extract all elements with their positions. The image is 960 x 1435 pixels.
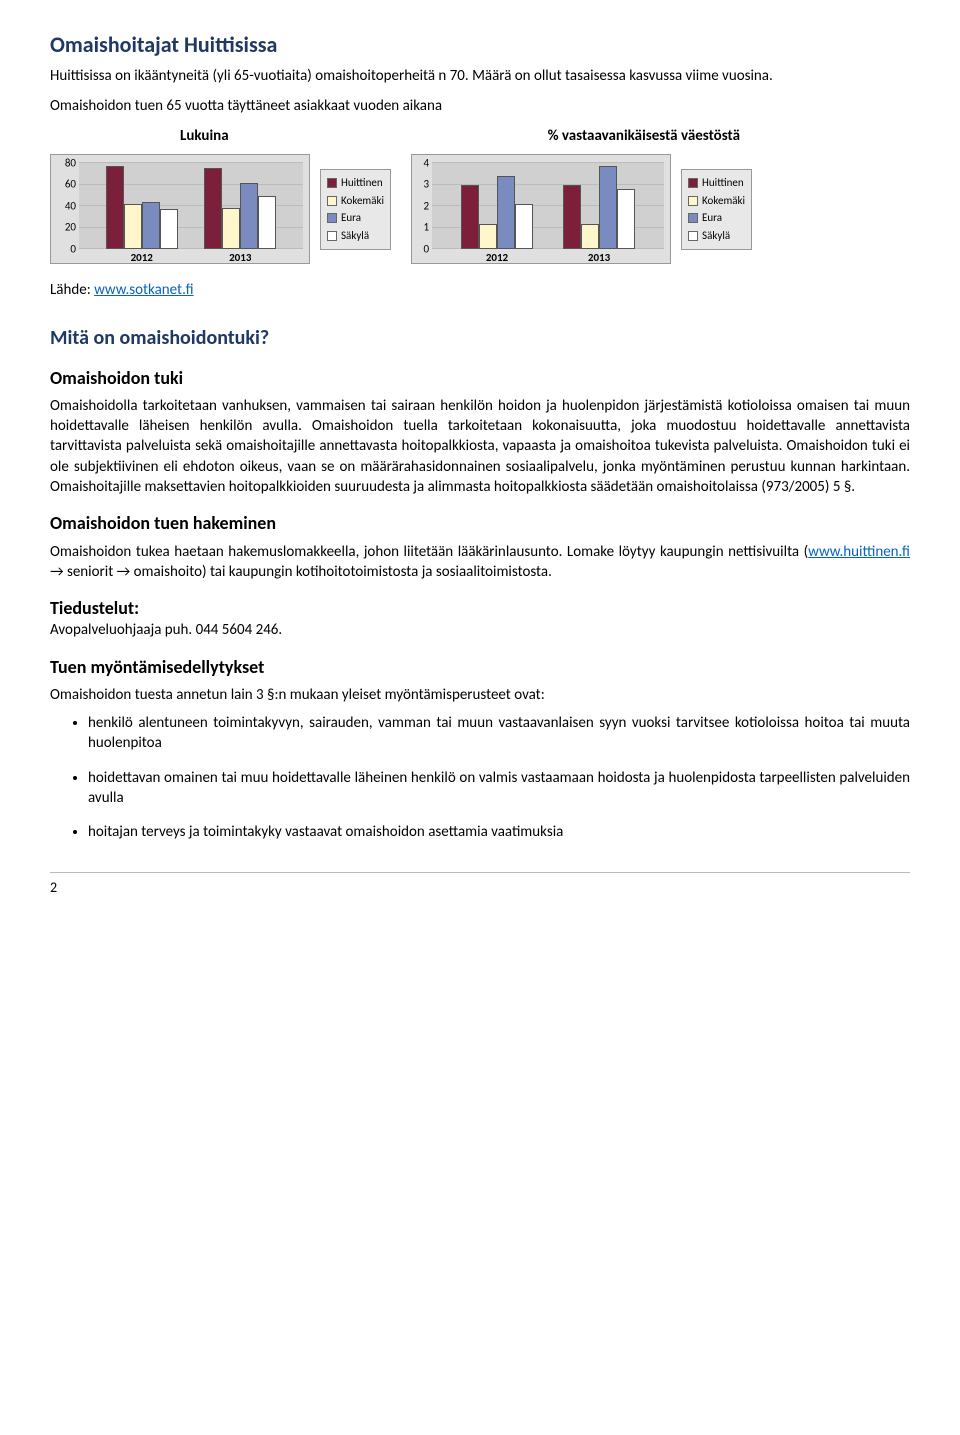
chart-bar bbox=[563, 185, 581, 250]
source-label: Lähde: bbox=[50, 281, 94, 299]
y-tick: 0 bbox=[423, 242, 432, 257]
legend-right: HuittinenKokemäkiEuraSäkylä bbox=[681, 169, 752, 249]
intro-text: Huittisissa on ikääntyneitä (yli 65-vuot… bbox=[50, 66, 910, 86]
chart-bar bbox=[222, 208, 240, 250]
legend-label: Säkylä bbox=[702, 227, 730, 245]
chart-bar bbox=[106, 166, 124, 250]
legend-item: Huittinen bbox=[327, 174, 384, 192]
legend-label: Säkylä bbox=[341, 227, 369, 245]
chart-right-block: 0 1 2 3 4 2012 2013 HuittinenKokemäkiEuraSäkyl… bbox=[411, 154, 752, 264]
y-tick: 0 bbox=[70, 242, 79, 257]
chart-plot: 0123420122013 bbox=[432, 163, 664, 249]
legend-label: Kokemäki bbox=[341, 192, 384, 210]
legend-swatch bbox=[688, 178, 698, 188]
chart-left-block: 0 20 40 60 80 2012 2013 HuittinenKokemäkiEuraS… bbox=[50, 154, 391, 264]
chart-bar bbox=[497, 176, 515, 249]
legend-item: Kokemäki bbox=[688, 192, 745, 210]
chart-bar bbox=[142, 202, 160, 249]
legend-swatch bbox=[327, 213, 337, 223]
legend-item: Eura bbox=[327, 209, 384, 227]
chart-bar bbox=[160, 209, 178, 250]
y-tick: 2 bbox=[423, 199, 432, 214]
y-tick: 80 bbox=[65, 156, 79, 171]
apply-body: Omaishoidon tukea haetaan hakemuslomakke… bbox=[50, 542, 910, 583]
chart-bar bbox=[515, 204, 533, 249]
chart-subtitle: Omaishoidon tuen 65 vuotta täyttäneet as… bbox=[50, 96, 910, 116]
x-tick: 2012 bbox=[486, 249, 508, 266]
y-tick: 4 bbox=[423, 156, 432, 171]
apply-link[interactable]: www.huittinen.fi bbox=[808, 543, 910, 561]
legend-item: Eura bbox=[688, 209, 745, 227]
grant-bullet-list: henkilö alentuneen toimintakyvyn, sairau… bbox=[50, 713, 910, 842]
legend-swatch bbox=[327, 231, 337, 241]
legend-swatch bbox=[688, 196, 698, 206]
chart-right: 0 1 2 3 4 2012 2013 bbox=[411, 154, 671, 264]
grant-heading: Tuen myöntämisedellytykset bbox=[50, 655, 910, 679]
source-link[interactable]: www.sotkanet.fi bbox=[94, 281, 193, 299]
chart-bar bbox=[240, 183, 258, 250]
section-subheading: Omaishoidon tuki bbox=[50, 366, 910, 390]
grant-intro: Omaishoidon tuesta annetun lain 3 §:n mu… bbox=[50, 685, 910, 705]
chart-left: 0 20 40 60 80 2012 2013 bbox=[50, 154, 310, 264]
chart-bar bbox=[599, 166, 617, 250]
page-title: Omaishoitajat Huittisissa bbox=[50, 30, 910, 60]
page-number: 2 bbox=[50, 879, 57, 896]
chart-bar bbox=[204, 168, 222, 250]
source-line: Lähde: www.sotkanet.fi bbox=[50, 280, 910, 300]
legend-swatch bbox=[327, 178, 337, 188]
legend-item: Säkylä bbox=[688, 227, 745, 245]
y-tick: 20 bbox=[65, 221, 79, 236]
legend-label: Kokemäki bbox=[702, 192, 745, 210]
chart-bar bbox=[479, 224, 497, 250]
legend-swatch bbox=[327, 196, 337, 206]
legend-label: Huittinen bbox=[341, 174, 383, 192]
y-tick: 3 bbox=[423, 178, 432, 193]
apply-text-2: → seniorit → omaishoito) tai kaupungin k… bbox=[50, 563, 552, 581]
legend-left: HuittinenKokemäkiEuraSäkylä bbox=[320, 169, 391, 249]
legend-label: Eura bbox=[702, 209, 722, 227]
grant-bullet: henkilö alentuneen toimintakyvyn, sairau… bbox=[88, 713, 910, 754]
inquiries-heading: Tiedustelut: bbox=[50, 596, 910, 620]
chart-bar bbox=[461, 185, 479, 250]
chart-bar bbox=[124, 204, 142, 249]
footer: 2 bbox=[50, 872, 910, 898]
inquiries-body: Avopalveluohjaaja puh. 044 5604 246. bbox=[50, 620, 910, 640]
grant-bullet: hoidettavan omainen tai muu hoidettavall… bbox=[88, 768, 910, 809]
y-tick: 40 bbox=[65, 199, 79, 214]
legend-item: Huittinen bbox=[688, 174, 745, 192]
legend-swatch bbox=[688, 231, 698, 241]
chart-plot: 02040608020122013 bbox=[79, 163, 303, 249]
legend-label: Huittinen bbox=[702, 174, 744, 192]
y-tick: 1 bbox=[423, 221, 432, 236]
chart-right-label: % vastaavanikäisestä väestöstä bbox=[548, 126, 740, 146]
chart-bar bbox=[617, 189, 635, 249]
apply-heading: Omaishoidon tuen hakeminen bbox=[50, 511, 910, 535]
section-heading: Mitä on omaishoidontuki? bbox=[50, 325, 910, 352]
chart-bar bbox=[258, 196, 276, 250]
section-body: Omaishoidolla tarkoitetaan vanhuksen, va… bbox=[50, 396, 910, 497]
legend-label: Eura bbox=[341, 209, 361, 227]
legend-swatch bbox=[688, 213, 698, 223]
charts-row: 02040608020122013 HuittinenKokemäkiEuraS… bbox=[50, 154, 910, 264]
legend-item: Säkylä bbox=[327, 227, 384, 245]
y-tick: 60 bbox=[65, 178, 79, 193]
grant-bullet: hoitajan terveys ja toimintakyky vastaav… bbox=[88, 822, 910, 842]
x-tick: 2013 bbox=[229, 249, 251, 266]
chart-left-label: Lukuina bbox=[180, 126, 229, 146]
legend-item: Kokemäki bbox=[327, 192, 384, 210]
x-tick: 2012 bbox=[131, 249, 153, 266]
x-tick: 2013 bbox=[588, 249, 610, 266]
apply-text-1: Omaishoidon tukea haetaan hakemuslomakke… bbox=[50, 543, 808, 561]
chart-labels-row: Lukuina % vastaavanikäisestä väestöstä bbox=[50, 126, 910, 146]
chart-bar bbox=[581, 224, 599, 250]
